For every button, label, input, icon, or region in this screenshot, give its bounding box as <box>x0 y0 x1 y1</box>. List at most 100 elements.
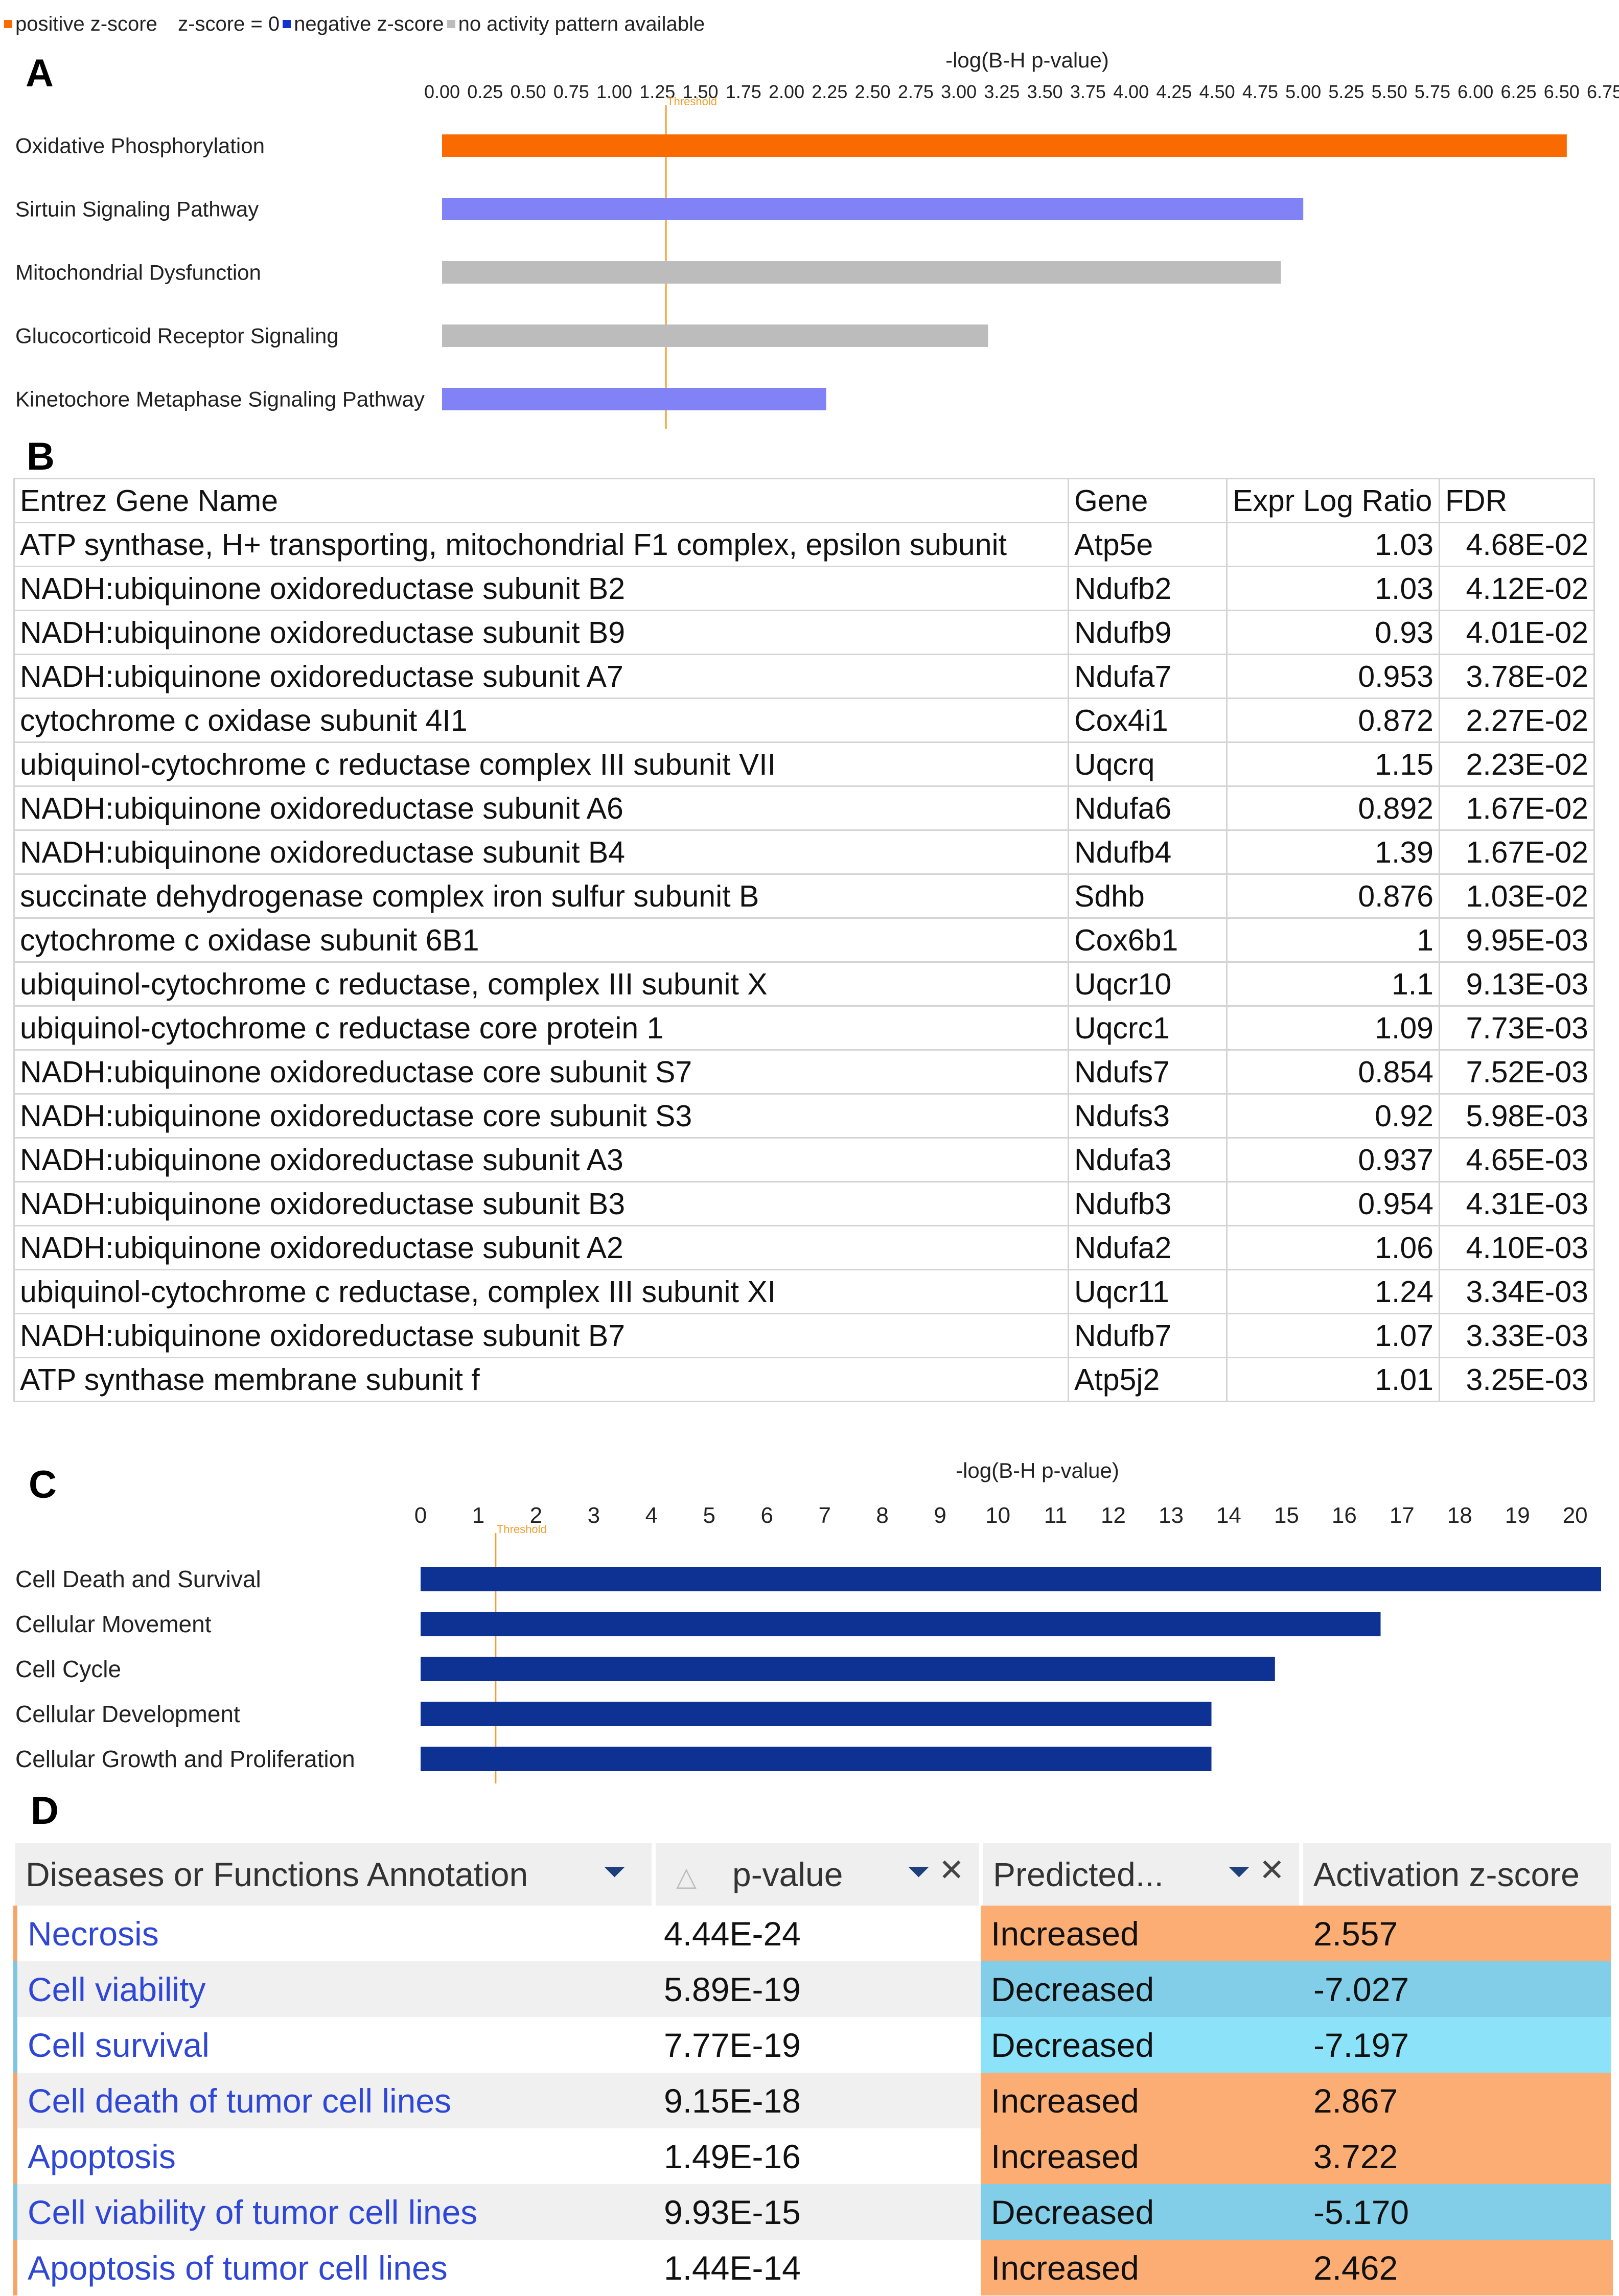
expr-log-ratio-cell: 1.24 <box>1226 1269 1440 1314</box>
gene-table-row: NADH:ubiquinone oxidoreductase subunit B… <box>13 1313 1595 1358</box>
bar <box>442 134 1567 157</box>
gene-symbol-cell: Ndufb3 <box>1068 1181 1228 1226</box>
tick-label: 11 <box>1044 1503 1068 1528</box>
annotation-link[interactable]: Cell viability <box>13 1961 654 2017</box>
gene-symbol-cell: Uqcrc1 <box>1068 1005 1228 1051</box>
gene-table-row: NADH:ubiquinone oxidoreductase core subu… <box>13 1049 1595 1095</box>
tick-label: 3 <box>588 1503 600 1528</box>
tick-label: 4.25 <box>1156 81 1192 102</box>
disease-table-row[interactable]: Apoptosis of tumor cell lines 1.44E-14 Inc… <box>13 2240 1613 2295</box>
tick-label: 5 <box>703 1503 715 1528</box>
bar <box>442 388 826 410</box>
expr-log-ratio-cell: 1.39 <box>1226 829 1440 875</box>
fdr-cell: 4.12E-02 <box>1439 566 1595 611</box>
gene-name-cell: ATP synthase, H+ transporting, mitochond… <box>13 522 1069 567</box>
close-icon[interactable]: ✕ <box>938 1853 964 1887</box>
zscore-cell: 3.722 <box>1301 2128 1613 2184</box>
tick-label: 2 <box>530 1503 542 1528</box>
tick-label: 0.50 <box>510 81 546 102</box>
disease-table-row[interactable]: Cell viability 5.89E-19 Decreased -7.027 <box>13 1961 1613 2017</box>
gene-name-cell: NADH:ubiquinone oxidoreductase subunit A… <box>13 654 1069 699</box>
pvalue-cell: 7.77E-19 <box>654 2017 981 2073</box>
tick-label: 3.00 <box>941 81 977 102</box>
tick-label: 15 <box>1274 1503 1299 1528</box>
expr-log-ratio-cell: 0.953 <box>1226 654 1440 699</box>
tick-label: 9 <box>934 1503 946 1528</box>
gene-name-cell: NADH:ubiquinone oxidoreductase subunit A… <box>13 785 1069 831</box>
column-header-annotation[interactable]: Diseases or Functions Annotation ⏷ <box>15 1843 656 1906</box>
column-header-zscore-label: Activation z-score <box>1313 1856 1580 1893</box>
annotation-link[interactable]: Apoptosis of tumor cell lines <box>13 2240 654 2295</box>
close-icon[interactable]: ✕ <box>1259 1853 1285 1887</box>
filter-icon[interactable]: ⏷ <box>603 1855 626 1887</box>
chart-a-category-labels: Oxidative Phosphorylation Sirtuin Signali… <box>15 134 425 411</box>
disease-table: Diseases or Functions Annotation ⏷ △ p-v… <box>13 1843 1615 2295</box>
gene-symbol-cell: Ndufa7 <box>1068 654 1228 699</box>
disease-table-row[interactable]: Cell viability of tumor cell lines 9.93E-… <box>13 2184 1613 2240</box>
annotation-link[interactable]: Apoptosis <box>13 2128 654 2184</box>
gene-name-cell: NADH:ubiquinone oxidoreductase subunit B… <box>13 566 1069 611</box>
tick-label: 20 <box>1563 1503 1588 1528</box>
disease-table-row[interactable]: Apoptosis 1.49E-16 Increased 3.722 <box>13 2128 1613 2184</box>
fdr-cell: 2.23E-02 <box>1439 741 1595 787</box>
annotation-link[interactable]: Necrosis <box>13 1906 654 1961</box>
gene-name-cell: succinate dehydrogenase complex iron sul… <box>13 873 1069 919</box>
tick-label: 6.75 <box>1587 81 1619 102</box>
tick-label: 8 <box>876 1503 888 1528</box>
fdr-cell: 7.73E-03 <box>1439 1005 1595 1051</box>
pvalue-cell: 9.15E-18 <box>654 2073 981 2128</box>
annotation-link[interactable]: Cell death of tumor cell lines <box>13 2073 654 2128</box>
fdr-cell: 1.67E-02 <box>1439 829 1595 875</box>
gene-table-row: NADH:ubiquinone oxidoreductase subunit B… <box>13 610 1595 655</box>
gene-name-cell: NADH:ubiquinone oxidoreductase subunit B… <box>13 829 1069 875</box>
tick-label: 0 <box>414 1503 427 1528</box>
pathway-bar-chart: -log(B-H p-value) 0.00 0.25 0.50 0.75 1.00 1.… <box>15 48 1619 429</box>
bar <box>421 1612 1381 1636</box>
gene-name-cell: ubiquinol-cytochrome c reductase core pr… <box>13 1005 1069 1051</box>
column-header-pvalue[interactable]: △ p-value ⏷ ✕ <box>654 1843 983 1906</box>
threshold-label: Threshold <box>667 95 717 108</box>
tick-label: 2.25 <box>812 81 847 102</box>
fdr-cell: 3.34E-03 <box>1439 1269 1595 1314</box>
predicted-cell: Increased <box>981 2073 1303 2128</box>
chart-c-tick-labels: 0 1 2 3 4 5 6 7 8 9 10 11 12 13 14 15 16 17 18 19 20 <box>414 1503 1588 1528</box>
column-header-predicted[interactable]: Predicted... ⏷ ✕ <box>981 1843 1303 1906</box>
chart-c-bars <box>421 1567 1601 1771</box>
gene-symbol-cell: Ndufa6 <box>1068 785 1228 831</box>
tick-label: 1.25 <box>639 81 675 102</box>
legend-label-negative: negative z-score <box>294 13 444 36</box>
filter-icon[interactable]: ⏷ <box>907 1855 930 1887</box>
expr-log-ratio-cell: 1.03 <box>1226 522 1440 567</box>
expr-log-ratio-cell: 0.93 <box>1226 610 1440 655</box>
gene-name-cell: ubiquinol-cytochrome c reductase complex… <box>13 741 1069 787</box>
column-header-annotation-label: Diseases or Functions Annotation <box>26 1856 528 1893</box>
fdr-cell: 4.01E-02 <box>1439 610 1595 655</box>
tick-label: 14 <box>1216 1503 1241 1528</box>
disease-table-header-row: Diseases or Functions Annotation ⏷ △ p-v… <box>15 1843 1613 1906</box>
expr-log-ratio-cell: 1.15 <box>1226 741 1440 787</box>
expr-log-ratio-cell: 1.01 <box>1226 1357 1440 1402</box>
bar <box>442 324 988 347</box>
tick-label: 5.00 <box>1285 81 1321 102</box>
category-label: Oxidative Phosphorylation <box>15 134 265 158</box>
sort-asc-icon[interactable]: △ <box>676 1862 697 1892</box>
filter-icon[interactable]: ⏷ <box>1228 1855 1251 1887</box>
category-label: Cell Death and Survival <box>15 1566 261 1592</box>
legend-swatch-positive <box>4 20 12 29</box>
predicted-cell: Decreased <box>981 2017 1303 2073</box>
tick-label: 0.00 <box>424 81 460 102</box>
tick-label: 1.75 <box>726 81 761 102</box>
gene-table-row: succinate dehydrogenase complex iron sul… <box>13 873 1595 919</box>
annotation-link[interactable]: Cell survival <box>13 2017 654 2073</box>
expr-log-ratio-cell: 1.03 <box>1226 566 1440 611</box>
tick-label: 6.50 <box>1544 81 1580 102</box>
gene-table-header: FDR <box>1439 478 1595 523</box>
disease-table-row[interactable]: Necrosis 4.44E-24 Increased 2.557 <box>13 1906 1613 1961</box>
disease-table-row[interactable]: Cell survival 7.77E-19 Decreased -7.197 <box>13 2017 1613 2073</box>
annotation-link[interactable]: Cell viability of tumor cell lines <box>13 2184 654 2240</box>
tick-label: 4.00 <box>1113 81 1149 102</box>
column-header-zscore[interactable]: Activation z-score <box>1301 1843 1613 1906</box>
legend-swatch-negative <box>283 20 291 29</box>
gene-symbol-cell: Ndufs7 <box>1068 1049 1228 1095</box>
disease-table-row[interactable]: Cell death of tumor cell lines 9.15E-18 In… <box>13 2073 1613 2128</box>
